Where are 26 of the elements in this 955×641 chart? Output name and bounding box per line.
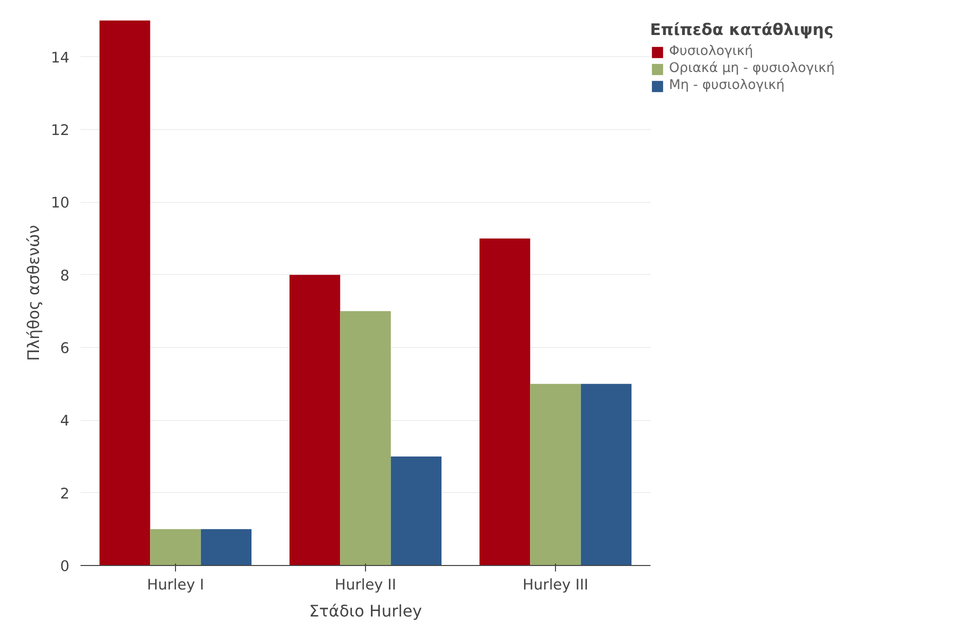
y-tick-label: 12 xyxy=(50,122,70,139)
x-tick-label: Hurley II xyxy=(334,576,396,594)
legend-label: Οριακά μη - φυσιολογική xyxy=(669,61,836,76)
x-tick-label: Hurley III xyxy=(522,576,588,594)
bar xyxy=(530,384,581,566)
y-tick-label: 6 xyxy=(60,340,70,357)
legend-label: Μη - φυσιολογική xyxy=(669,78,786,93)
bar xyxy=(100,20,150,566)
y-axis-title: Πλήθος ασθενών xyxy=(24,224,43,362)
bar xyxy=(580,384,632,566)
bar xyxy=(340,311,391,566)
legend-label: Φυσιολογική xyxy=(669,44,754,59)
y-tick-label: 10 xyxy=(50,194,70,212)
y-tick-label: 14 xyxy=(50,49,70,66)
legend-title: Επίπεδα κατάθλιψης xyxy=(650,20,834,39)
x-tick-label: Hurley I xyxy=(146,576,204,594)
bar xyxy=(150,529,201,566)
bar xyxy=(390,456,442,566)
y-tick-label: 8 xyxy=(60,267,70,284)
bar xyxy=(480,238,530,566)
y-tick-label: 2 xyxy=(60,485,70,502)
y-tick-label: 4 xyxy=(60,412,70,430)
y-tick-label: 0 xyxy=(60,558,70,575)
bar xyxy=(290,274,340,566)
x-axis-title: Στάδιο Hurley xyxy=(309,602,422,620)
bar xyxy=(200,529,252,566)
